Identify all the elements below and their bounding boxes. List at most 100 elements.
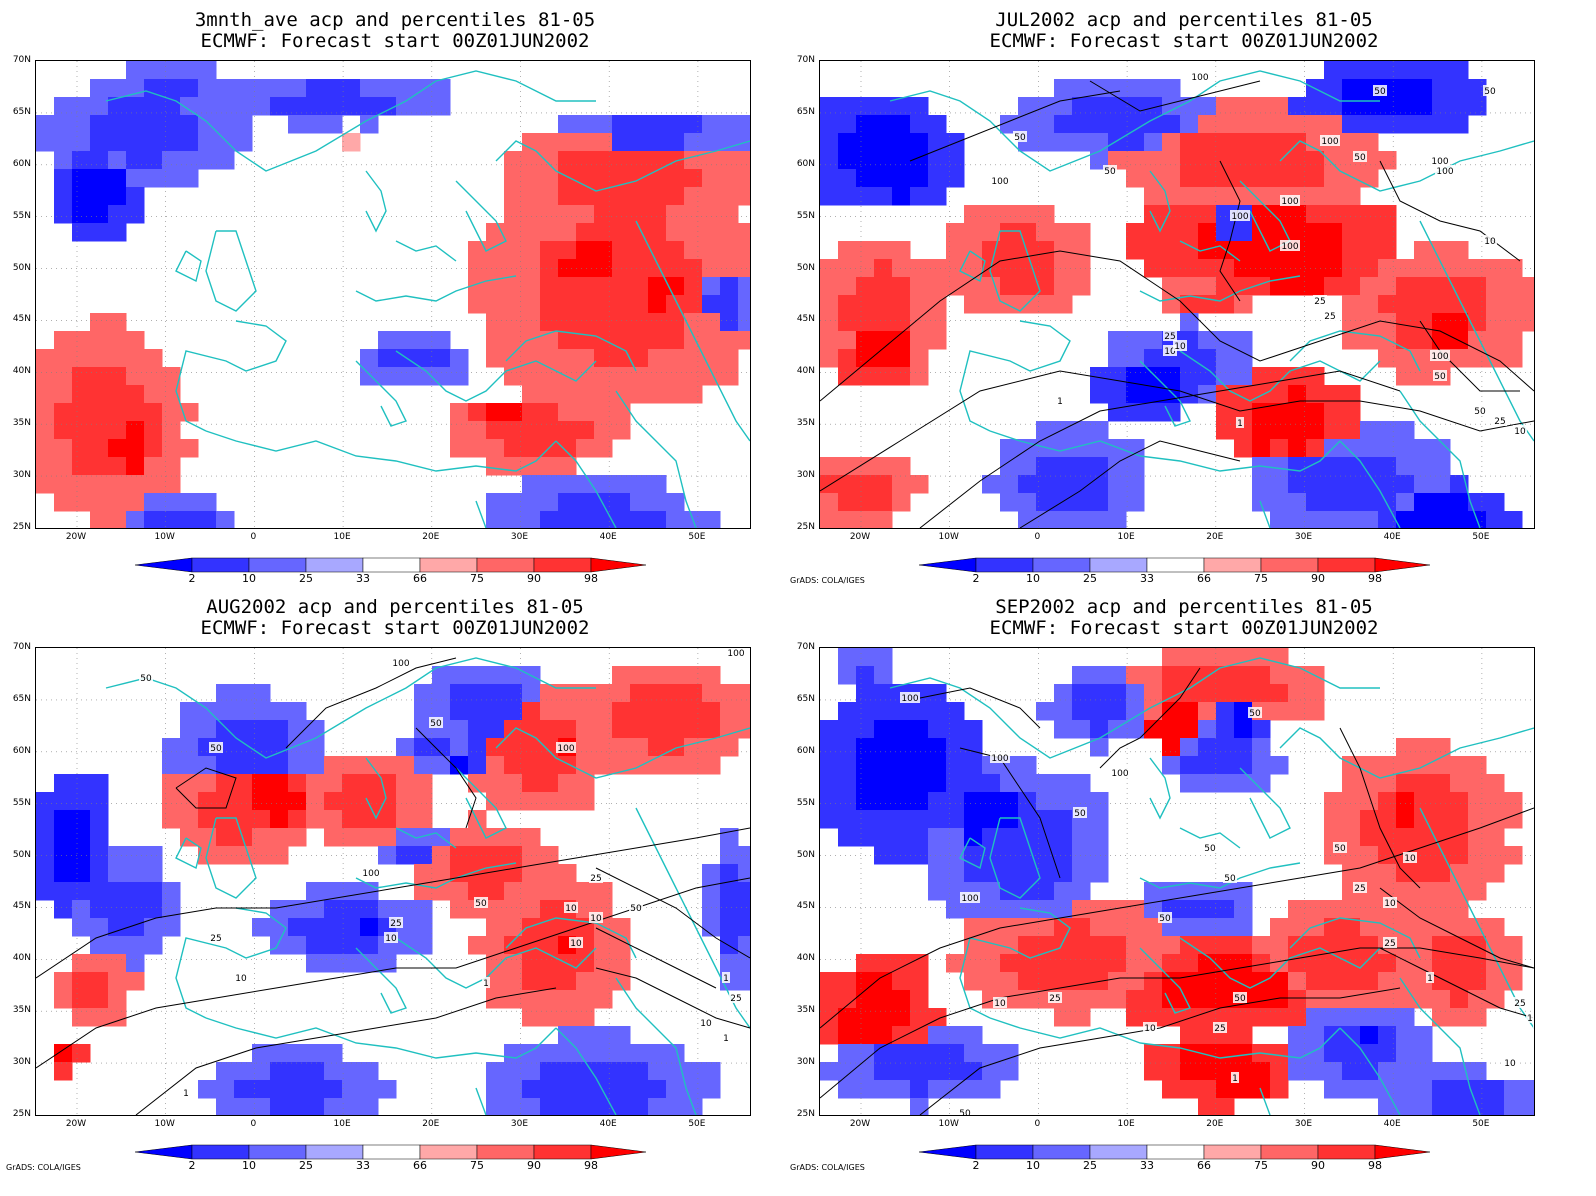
shade-cell	[1306, 972, 1325, 991]
shade-cell	[1414, 439, 1433, 458]
shade-cell	[270, 738, 289, 757]
contour-label: 25	[209, 932, 223, 944]
longitude-label: 10W	[154, 532, 175, 542]
shade-cell	[1342, 115, 1361, 134]
shade-cell	[396, 828, 415, 847]
shade-cell	[1090, 684, 1109, 703]
shade-cell	[1252, 1062, 1271, 1081]
shade-cell	[180, 151, 199, 170]
shade-cell	[684, 756, 703, 775]
shade-cell	[1054, 223, 1073, 242]
shade-cell	[1288, 1008, 1307, 1027]
contour-line	[175, 767, 237, 809]
contour-label: 50	[1353, 151, 1367, 163]
shade-cell	[1378, 115, 1397, 134]
shade-cell	[720, 684, 739, 703]
contour-label: 100	[900, 692, 920, 704]
shade-cell	[486, 738, 505, 757]
shade-cell	[1252, 493, 1271, 512]
shade-cell	[1144, 115, 1163, 134]
shade-cell	[522, 511, 541, 528]
longitude-label: 20E	[422, 532, 440, 542]
latitude-label: 50N	[12, 849, 31, 860]
shade-cell	[1018, 205, 1037, 224]
shade-cell	[1108, 97, 1127, 116]
shade-cell	[946, 277, 965, 296]
shade-cell	[1468, 882, 1487, 901]
shade-cell	[910, 720, 929, 739]
shade-cell	[1216, 702, 1235, 721]
shade-cell	[522, 187, 541, 206]
shade-cell	[1018, 457, 1037, 476]
shade-cell	[558, 1008, 577, 1027]
shade-cell	[1180, 666, 1199, 685]
shade-cell	[234, 756, 253, 775]
shade-cell	[892, 133, 911, 152]
shade-cell	[1450, 313, 1469, 332]
shade-cell	[1072, 954, 1091, 973]
shade-cell	[1324, 1080, 1343, 1099]
shade-cell	[648, 223, 667, 242]
contour-label: 10	[384, 932, 398, 944]
shade-cell	[270, 756, 289, 775]
shade-cell	[90, 439, 109, 458]
shade-cell	[1198, 367, 1217, 386]
shade-cell	[1432, 882, 1451, 901]
shade-cell	[558, 972, 577, 991]
shade-cell	[1396, 493, 1415, 512]
shade-cell	[1450, 918, 1469, 937]
shade-cell	[1360, 511, 1379, 528]
shade-cell	[378, 810, 397, 829]
shade-cell	[432, 756, 451, 775]
shade-cell	[1360, 115, 1379, 134]
shade-cell	[1000, 918, 1019, 937]
shade-cell	[1216, 349, 1235, 368]
shade-cell	[54, 972, 73, 991]
shade-cell	[1360, 205, 1379, 224]
shade-cell	[874, 97, 893, 116]
shade-cell	[1234, 169, 1253, 188]
shade-cell	[1234, 738, 1253, 757]
shade-cell	[838, 475, 857, 494]
shade-cell	[54, 900, 73, 919]
shade-cell	[360, 918, 379, 937]
shade-cell	[1270, 259, 1289, 278]
shade-cell	[856, 331, 875, 350]
shade-cell	[1036, 97, 1055, 116]
shade-cell	[342, 900, 361, 919]
shade-cell	[576, 1080, 595, 1099]
colorbar-label: 90	[527, 1159, 541, 1172]
contour-label: 100	[1435, 165, 1455, 177]
contour-line	[595, 967, 750, 1029]
shade-cell	[576, 259, 595, 278]
shade-cell	[198, 1080, 217, 1099]
shade-cell	[504, 666, 523, 685]
shade-cell	[1522, 313, 1534, 332]
shade-cell	[684, 1062, 703, 1081]
shade-cell	[738, 882, 750, 901]
shade-cell	[1072, 277, 1091, 296]
latitude-label: 70N	[796, 642, 815, 652]
shade-cell	[1342, 1062, 1361, 1081]
shade-cell	[838, 1044, 857, 1063]
shade-cell	[162, 151, 181, 170]
graticule	[820, 61, 1534, 528]
shade-cell	[928, 882, 947, 901]
shade-cell	[36, 457, 55, 476]
shade-cell	[108, 97, 127, 116]
shade-cell	[1468, 1008, 1487, 1027]
shade-cell	[1198, 666, 1217, 685]
shade-cell	[540, 1044, 559, 1063]
contour-label: 100	[391, 657, 411, 669]
shade-cell	[612, 187, 631, 206]
shade-cell	[1396, 421, 1415, 440]
shade-cell	[1216, 882, 1235, 901]
svg-text:10: 10	[1504, 1059, 1516, 1069]
shade-cell	[838, 1080, 857, 1099]
shade-cell	[108, 864, 127, 883]
shade-cell	[1180, 241, 1199, 260]
contour-line	[595, 927, 717, 989]
shade-cell	[612, 385, 631, 404]
contour-label: 25	[589, 872, 603, 884]
shade-cell	[1468, 990, 1487, 1009]
